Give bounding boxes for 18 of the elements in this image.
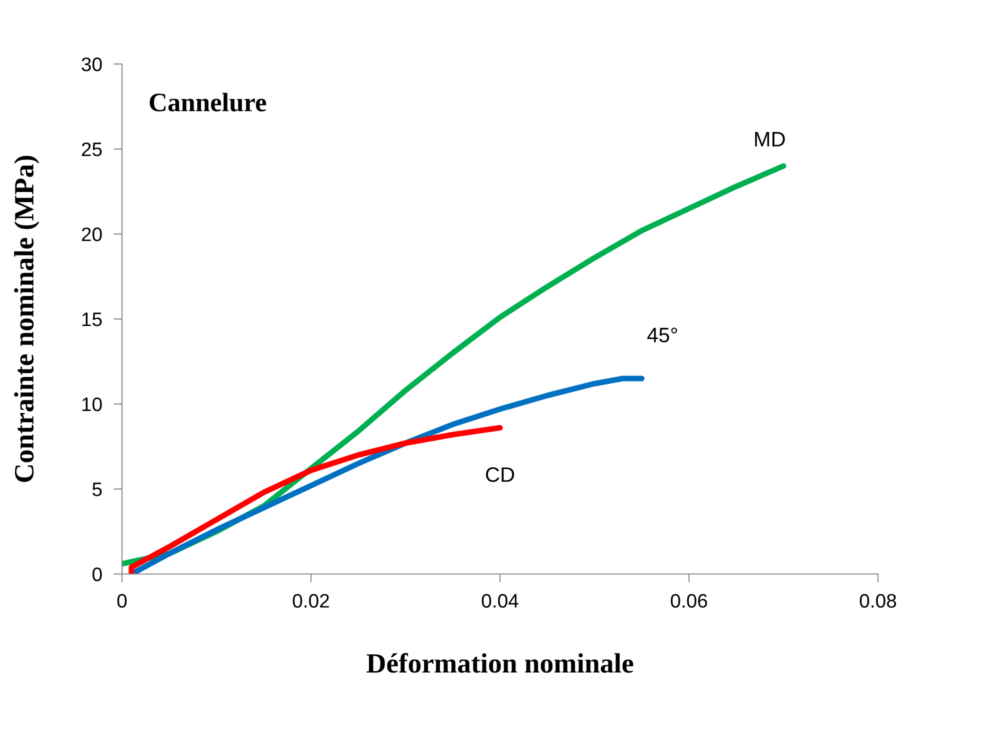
y-tick-label: 10: [82, 397, 102, 412]
x-tick-label: 0: [117, 594, 127, 608]
series-label: 45°: [647, 328, 678, 342]
y-tick-label: 0: [92, 567, 102, 582]
x-tick-label: 0.04: [482, 594, 518, 608]
x-tick-label: 0.06: [670, 594, 708, 608]
y-tick-label: 30: [82, 57, 102, 72]
series-label: CD: [486, 467, 514, 482]
x-tick-label: 0.08: [860, 594, 896, 608]
y-tick-label: 25: [82, 142, 102, 156]
text: Cannelure: [150, 92, 266, 112]
y-axis-title: Contrainte nominale (MPa): [14, 156, 40, 482]
y-tick-label: 15: [82, 312, 102, 326]
series-label: MD: [755, 132, 785, 146]
x-axis-title: Déformation nominale: [366, 652, 634, 673]
x-tick-label: 0.02: [292, 594, 329, 608]
y-tick-label: 5: [92, 482, 102, 496]
y-tick-label: 20: [82, 227, 102, 242]
